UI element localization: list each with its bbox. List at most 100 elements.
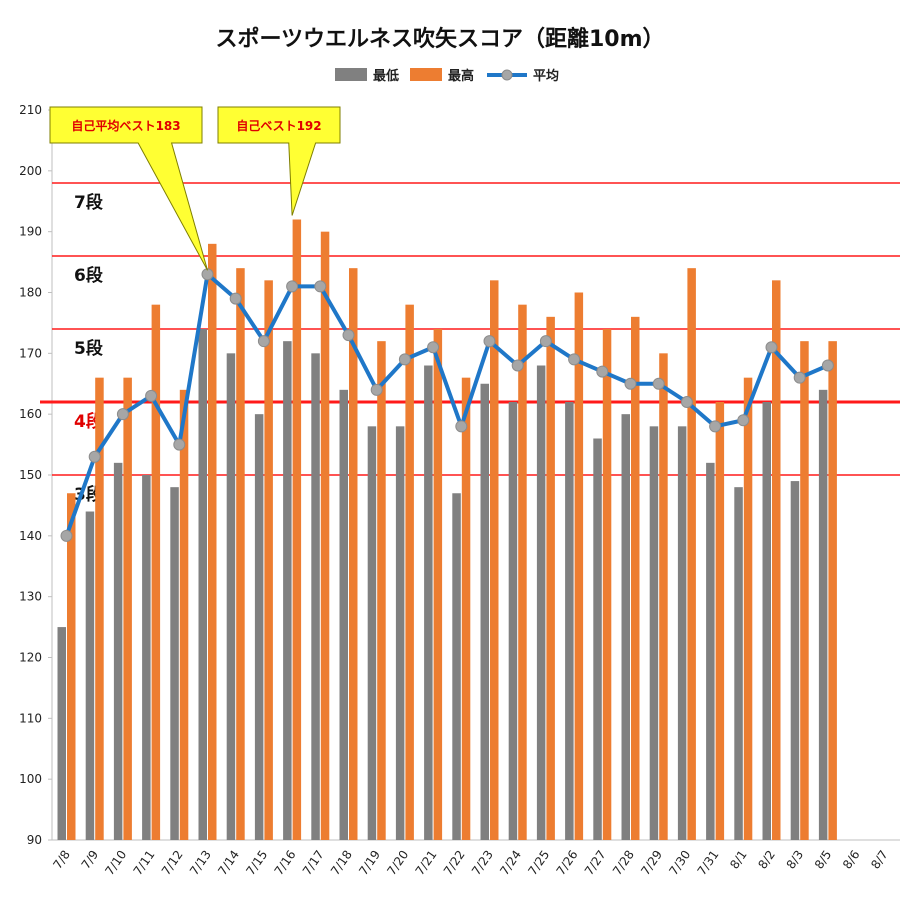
bar-max	[772, 280, 781, 840]
bar-max	[800, 341, 809, 840]
callout-text: 自己ベスト192	[236, 118, 321, 133]
bar-min	[565, 402, 574, 840]
average-point	[229, 292, 242, 305]
average-point	[624, 377, 637, 390]
average-point	[596, 365, 609, 378]
bar-min	[480, 383, 489, 840]
bar-max	[264, 280, 273, 840]
x-tick-label: 7/23	[469, 848, 496, 878]
bar-min	[790, 481, 800, 840]
average-point	[568, 353, 581, 366]
bar-min	[593, 438, 602, 840]
average-point	[455, 420, 468, 433]
average-point	[680, 396, 693, 408]
callout-text: 自己平均ベスト183	[71, 118, 180, 133]
bar-min	[226, 353, 236, 840]
bar-min	[706, 462, 715, 840]
bar-max	[208, 243, 217, 841]
legend-swatch-avg-marker	[501, 69, 513, 81]
bar-min	[452, 493, 461, 840]
legend-label-max: 最高	[448, 68, 474, 84]
legend-swatch-min	[335, 68, 367, 81]
x-tick-label: 8/6	[840, 848, 863, 872]
average-point	[145, 389, 158, 402]
y-tick-label: 90	[27, 833, 42, 847]
legend-label-min: 最低	[373, 68, 399, 84]
bar-max	[123, 377, 132, 840]
y-tick-label: 150	[19, 468, 42, 482]
y-tick-label: 110	[19, 711, 42, 725]
legend-swatch-max	[410, 68, 442, 81]
bar-min	[677, 426, 687, 840]
bar-min	[734, 487, 743, 840]
bar-min	[424, 365, 433, 840]
callouts: 自己平均ベスト183 自己ベスト192	[49, 106, 341, 271]
average-series-line	[64, 272, 829, 537]
bar-min	[283, 341, 292, 840]
average-point	[539, 335, 552, 348]
bar-max	[461, 377, 471, 840]
bar-max	[574, 292, 584, 840]
average-point	[483, 335, 496, 348]
x-tick-label: 7/28	[610, 848, 637, 878]
average-point	[765, 341, 778, 354]
bar-max	[405, 304, 414, 841]
bar-min	[85, 511, 95, 840]
average-point	[257, 335, 270, 348]
average-point	[173, 438, 186, 451]
x-tick-label: 7/12	[159, 848, 186, 878]
bar-min	[395, 426, 405, 840]
x-tick-label: 7/24	[497, 848, 524, 878]
x-tick-label: 7/26	[554, 848, 581, 878]
grade-label: 7段	[74, 192, 103, 213]
x-tick-label: 7/18	[328, 848, 355, 878]
bar-max	[179, 389, 189, 840]
bar-max	[349, 268, 358, 841]
x-tick-label: 7/19	[356, 848, 383, 878]
bar-max	[602, 329, 612, 840]
average-point	[427, 341, 440, 354]
x-tick-label: 7/15	[243, 848, 270, 878]
bar-min	[536, 365, 546, 840]
average-point	[286, 280, 299, 293]
x-tick-label: 7/29	[638, 848, 665, 878]
average-point	[370, 383, 383, 396]
bar-min	[57, 627, 66, 840]
y-tick-label: 180	[19, 286, 42, 300]
x-axis: 7/8 7/9 7/10 7/11 7/12 7/13 7/14 7/15 7/16 7/17 7/…	[50, 848, 890, 878]
bar-min	[367, 426, 377, 840]
average-point	[60, 529, 73, 542]
bar-min	[254, 414, 264, 840]
x-tick-label: 7/16	[272, 848, 299, 878]
y-tick-label: 100	[19, 772, 42, 786]
bar-max	[546, 316, 555, 840]
x-tick-label: 7/11	[131, 848, 158, 878]
x-tick-label: 7/30	[666, 848, 693, 878]
bar-max	[433, 329, 443, 840]
x-tick-label: 7/14	[215, 848, 242, 878]
bar-max	[377, 341, 386, 840]
average-point	[342, 329, 355, 342]
bar-min	[198, 329, 207, 840]
bar-min	[311, 353, 320, 840]
y-tick-label: 210	[19, 103, 42, 117]
legend-label-avg: 平均	[533, 68, 559, 84]
average-point	[821, 359, 834, 372]
x-tick-label: 8/3	[784, 848, 807, 872]
y-axis: 90 100 110 120 130 140 150 160 170 180 190 200 210	[19, 103, 900, 847]
x-tick-label: 7/21	[413, 848, 440, 878]
legend: 最低 最高 平均	[335, 68, 559, 84]
bar-max	[292, 219, 302, 840]
bar-max	[743, 377, 753, 840]
average-line	[60, 268, 834, 542]
callout-box	[217, 106, 341, 216]
y-tick-label: 200	[19, 164, 42, 178]
x-tick-label: 7/17	[300, 848, 327, 878]
bar-max	[518, 304, 527, 841]
x-tick-label: 7/9	[79, 848, 102, 872]
y-tick-label: 190	[19, 225, 42, 239]
bar-max	[715, 402, 725, 840]
bars	[57, 219, 837, 841]
y-tick-label: 160	[19, 407, 42, 421]
